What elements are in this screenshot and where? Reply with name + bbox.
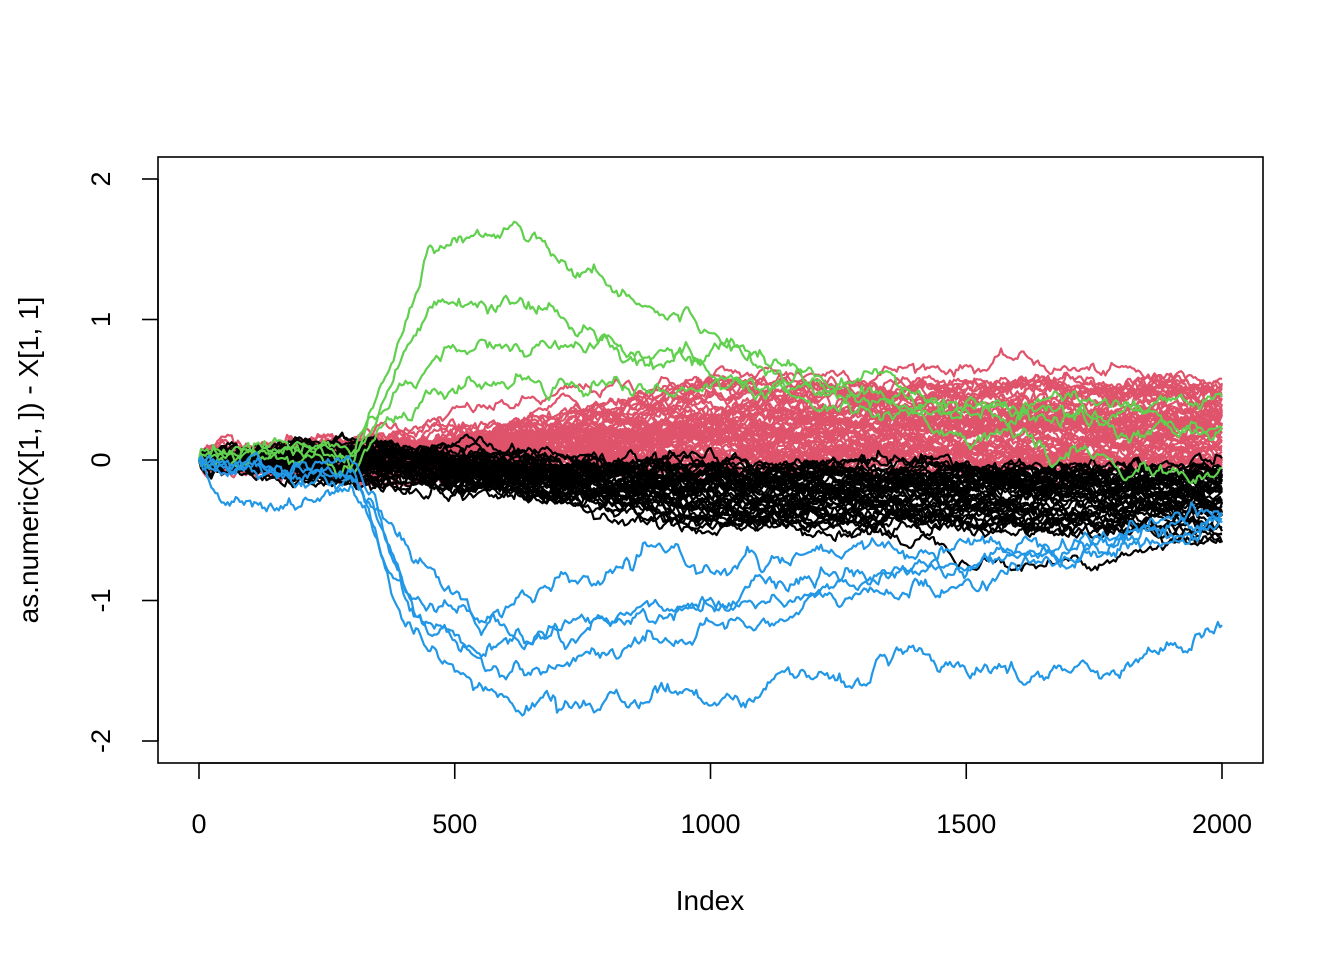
black-series-line-40 — [198, 451, 1223, 539]
black-series-line-44 — [198, 442, 1223, 530]
black-series-line-41 — [198, 435, 1223, 502]
y-axis: -2 -1 0 1 2 — [86, 171, 159, 753]
x-tick-label: 500 — [432, 809, 477, 839]
x-tick-label: 1500 — [936, 809, 996, 839]
y-tick-label: 0 — [86, 452, 116, 467]
blue-series-line-1 — [198, 459, 1223, 717]
y-tick-label: -2 — [86, 729, 116, 753]
y-tick-label: 1 — [86, 312, 116, 327]
blue-series-line-3 — [198, 455, 1223, 651]
x-tick-label: 0 — [191, 809, 206, 839]
x-tick-label: 1000 — [680, 809, 740, 839]
green-series-line-4 — [197, 373, 1223, 477]
x-axis-label: Index — [676, 885, 745, 916]
black-series-line-38 — [198, 450, 1223, 547]
green-series-line-1 — [197, 220, 1223, 485]
blue-series-line-2 — [198, 454, 1223, 681]
black-series-line-42 — [198, 456, 1223, 496]
green-series-line-2 — [198, 294, 1223, 463]
y-tick-label: 2 — [86, 171, 116, 186]
black-series-line-34 — [198, 451, 1223, 519]
y-tick-label: -1 — [86, 588, 116, 612]
black-series-line-36 — [198, 445, 1223, 535]
x-axis: 0 500 1000 1500 2000 — [191, 762, 1252, 839]
blue-series-line-5 — [198, 455, 1223, 658]
y-axis-label: as.numeric(X[1, ]) - X[1, 1] — [13, 297, 44, 624]
green-series-line-3 — [197, 333, 1223, 469]
x-tick-label: 2000 — [1192, 809, 1252, 839]
black-series-line-43 — [198, 448, 1224, 493]
series-lines — [197, 220, 1224, 717]
